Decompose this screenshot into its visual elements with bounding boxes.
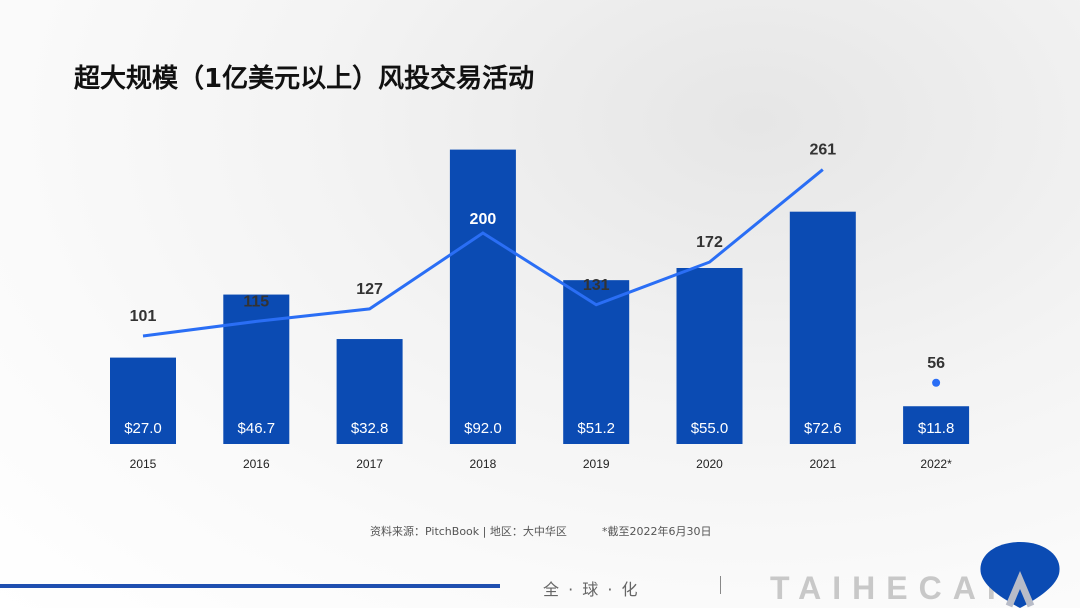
line-label-2015: 101 [130, 308, 157, 325]
bar-2015 [110, 357, 176, 444]
chart: $27.0 2015 $46.7 2016 $32.8 2017 $92.0 2018 $51.… [110, 142, 970, 471]
bar-2019 [563, 280, 630, 444]
source-note: 资料来源：PitchBook | 地区：大中华区 [370, 525, 567, 538]
x-tick-2017: 2017 [356, 457, 383, 471]
bar-label-2021: $72.6 [804, 420, 842, 437]
logo-drop-icon [980, 542, 1060, 608]
point-2022* [932, 378, 941, 387]
bar-2018 [449, 149, 516, 444]
x-tick-2021: 2021 [809, 457, 836, 471]
bar-label-2019: $51.2 [577, 420, 615, 437]
line-label-2016: 115 [243, 293, 269, 310]
bar-label-2018: $92.0 [464, 420, 502, 437]
line-label-2020: 172 [696, 234, 723, 251]
x-tick-2020: 2020 [696, 457, 723, 471]
bar-label-2022*: $11.8 [918, 420, 954, 437]
line-label-2021: 261 [809, 142, 836, 159]
line-label-2018: 200 [470, 211, 497, 228]
line-label-2019: 131 [583, 277, 610, 294]
bar-label-2020: $55.0 [691, 420, 729, 437]
x-tick-2019: 2019 [583, 457, 610, 471]
bar-label-2015: $27.0 [124, 420, 162, 437]
x-tick-2022*: 2022* [920, 457, 952, 471]
deal-count-line [142, 168, 824, 338]
bar-2022* [903, 406, 970, 444]
x-tick-2015: 2015 [130, 457, 157, 471]
x-tick-2018: 2018 [470, 457, 497, 471]
line-label-2022*: 56 [927, 355, 945, 372]
bar-label-2017: $32.8 [351, 420, 389, 437]
bar-label-2016: $46.7 [238, 420, 276, 437]
x-tick-2016: 2016 [243, 457, 270, 471]
date-note: *截至2022年6月30日 [602, 525, 712, 538]
line-label-2017: 127 [356, 281, 383, 298]
slogan: 全 · 球 · 化 [543, 580, 640, 599]
bar-2021 [789, 211, 856, 444]
logo-text: TAIHECAP [770, 570, 1020, 606]
divider [720, 576, 721, 594]
footer-line [0, 584, 500, 588]
page-title: 超大规模（1亿美元以上）风投交易活动 [74, 64, 535, 94]
bar-2020 [676, 268, 743, 444]
bar-2017 [336, 339, 403, 444]
